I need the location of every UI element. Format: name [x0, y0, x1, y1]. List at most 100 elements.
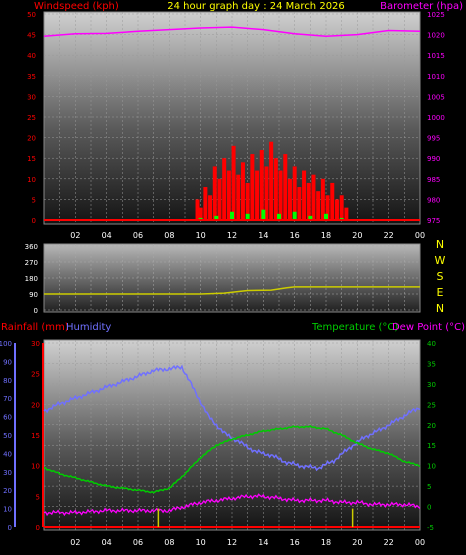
humidity-axis-label: Humidity: [66, 322, 111, 333]
wind-bar: [330, 182, 335, 220]
x-tick-label: 12: [227, 538, 237, 547]
x-tick-label: 04: [102, 231, 112, 240]
windspeed-tick: 50: [27, 11, 36, 19]
humidity-axis-ticks: 0 10 20 30 40 50 60 70 80 90 100: [0, 340, 12, 532]
x-tick-label: 22: [384, 538, 394, 547]
rainfall-tick: 15: [31, 432, 40, 440]
x-tick-label: 06: [133, 538, 143, 547]
gust-bar: [245, 213, 250, 220]
barometer-tick: 1000: [427, 114, 445, 122]
barometer-line: [43, 26, 421, 37]
dewpoint-line: [43, 493, 421, 517]
wind-bar: [278, 170, 283, 220]
temperature-line: [43, 424, 421, 494]
temperature-tick: 15: [427, 442, 436, 450]
compass-label: S: [437, 270, 444, 283]
wind-bar: [250, 154, 255, 220]
x-tick-label: 16: [290, 538, 300, 547]
windspeed-axis-label: Windspeed (kph): [34, 1, 119, 12]
x-tick-label: 20: [352, 231, 362, 240]
wind-bar: [255, 170, 260, 220]
windspeed-tick: 10: [27, 176, 36, 184]
barometer-tick: 1025: [427, 11, 445, 19]
humidity-tick: 60: [3, 414, 12, 422]
gust-bar: [292, 211, 297, 220]
barometer-tick: 1010: [427, 73, 445, 81]
x-tick-label: 20: [352, 538, 362, 547]
compass-label: E: [437, 286, 444, 299]
humidity-tick: 10: [3, 506, 12, 514]
wind-bar: [245, 182, 250, 220]
x-tick-label: 04: [102, 538, 112, 547]
temperature-tick: -5: [427, 524, 434, 532]
direction-axis-ticks: 0 90 180 270 360: [25, 243, 38, 315]
wind-bar: [198, 207, 203, 220]
wind-bar: [292, 166, 297, 220]
windspeed-tick: 15: [27, 155, 36, 163]
humidity-tick: 30: [3, 469, 12, 477]
temperature-tick: 10: [427, 463, 436, 471]
temperature-tick: 0: [427, 504, 431, 512]
rainfall-axis-label: Rainfall (mm): [1, 322, 69, 333]
gust-bar: [198, 217, 203, 220]
direction-tick: 180: [25, 275, 38, 283]
compass-label: N: [436, 238, 444, 251]
x-tick-label: 14: [258, 231, 268, 240]
wind-bar: [217, 178, 222, 220]
windspeed-tick: 45: [27, 32, 36, 40]
rainfall-tick: 30: [31, 340, 40, 348]
compass-label: N: [436, 302, 444, 315]
humidity-tick: 50: [3, 432, 12, 440]
gust-bar: [339, 217, 344, 220]
x-tick-label: 02: [70, 231, 80, 240]
rain-markers: [157, 508, 354, 527]
temperature-tick: 25: [427, 401, 436, 409]
wind-bar: [316, 191, 321, 220]
humidity-tick: 70: [3, 395, 12, 403]
x-tick-label: 16: [290, 231, 300, 240]
wind-direction-line: [44, 286, 420, 295]
wind-bar: [311, 174, 316, 220]
barometer-tick: 995: [427, 135, 440, 143]
wind-bar: [339, 195, 344, 220]
humidity-tick: 80: [3, 377, 12, 385]
rainfall-tick: 20: [31, 401, 40, 409]
wind-bar: [240, 162, 245, 220]
x-tick-label: 10: [196, 231, 206, 240]
rainfall-tick: 25: [31, 371, 40, 379]
graph-title: 24 hour graph day : 24 March 2026: [167, 1, 345, 12]
rainfall-tick: 0: [36, 524, 40, 532]
x-tick-label: 00: [415, 231, 425, 240]
wind-bar: [273, 158, 278, 220]
wind-bar: [297, 187, 302, 220]
barometer-tick: 1020: [427, 32, 445, 40]
temperature-tick: 35: [427, 360, 436, 368]
gust-bar: [324, 213, 328, 220]
wind-bar: [325, 195, 330, 220]
humidity-tick: 90: [3, 358, 12, 366]
wind-bar: [195, 199, 200, 220]
x-tick-label: 08: [164, 538, 174, 547]
humidity-tick: 40: [3, 450, 12, 458]
temperature-axis-ticks: -5 0 5 10 15 20 25 30 35 40: [427, 340, 436, 532]
x-tick-label: 06: [133, 231, 143, 240]
wind-bar: [208, 195, 213, 220]
gust-bar: [277, 213, 281, 220]
wind-bar: [334, 199, 339, 220]
humidity-tick: 100: [0, 340, 12, 348]
x-tick-label: 18: [321, 538, 331, 547]
barometer-tick: 990: [427, 155, 440, 163]
wind-bar: [269, 141, 274, 220]
barometer-tick: 980: [427, 196, 440, 204]
x-tick-label: 18: [321, 231, 331, 240]
temperature-tick: 5: [427, 483, 431, 491]
gust-bar: [261, 209, 266, 220]
gust-bar: [230, 211, 234, 220]
wind-bar: [259, 149, 264, 220]
temperature-tick: 40: [427, 340, 436, 348]
windspeed-tick: 20: [27, 135, 36, 143]
temperature-tick: 20: [427, 422, 436, 430]
wind-bar: [231, 145, 236, 220]
